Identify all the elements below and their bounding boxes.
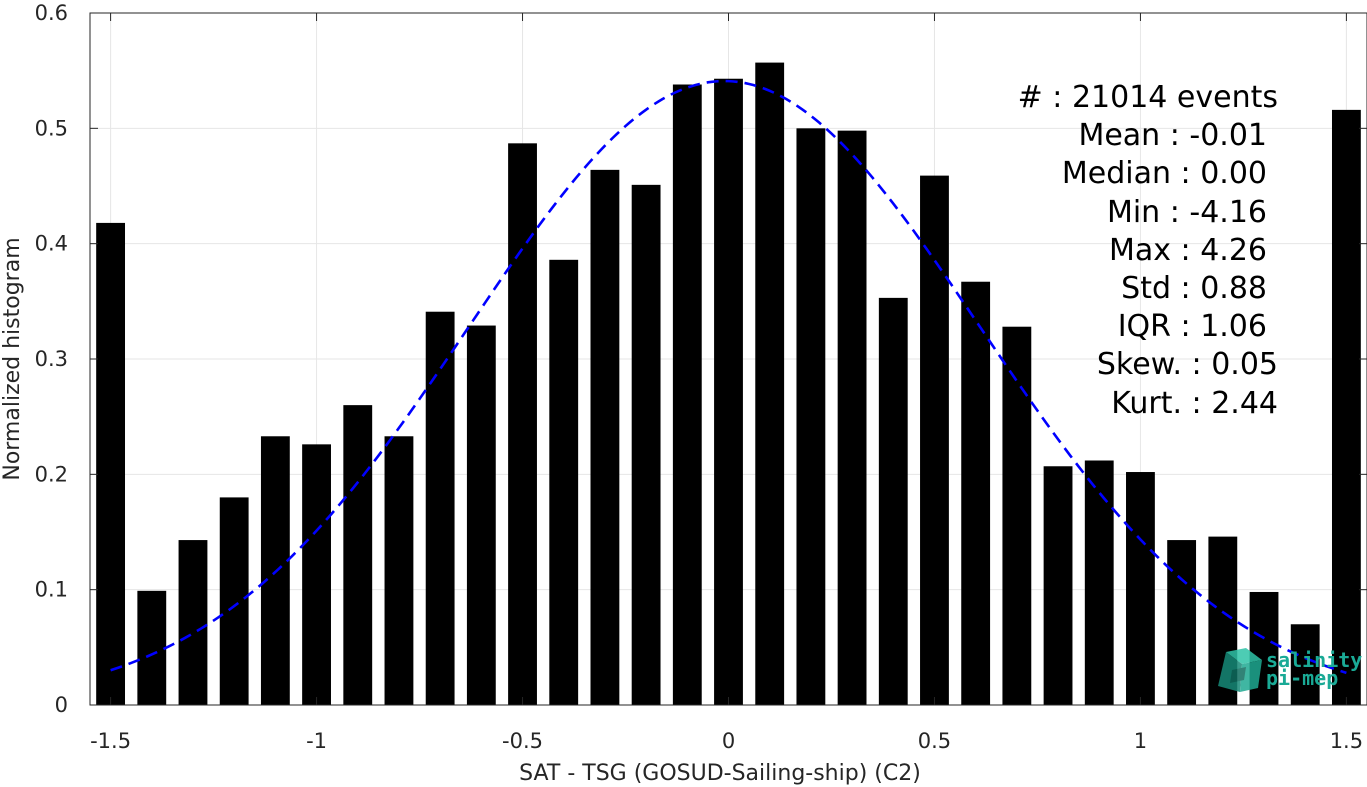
x-tick-label: 1.5 — [1330, 729, 1363, 753]
histogram-bar — [755, 62, 785, 706]
histogram-bar — [549, 259, 579, 705]
histogram-bar — [961, 281, 991, 705]
stat-mean: Mean : -0.01 — [1078, 118, 1267, 153]
logo-line2: pi-mep — [1266, 666, 1338, 690]
histogram-bar — [672, 84, 702, 706]
x-tick-label: -1 — [306, 729, 327, 753]
histogram-bar — [425, 311, 455, 705]
stat-skew: Skew. : 0.05 — [1097, 347, 1278, 382]
x-tick-label: -1.5 — [90, 729, 131, 753]
histogram-bar — [302, 444, 331, 705]
cube-icon — [1218, 648, 1262, 692]
stat-max: Max : 4.26 — [1109, 233, 1267, 268]
histogram-bar — [1084, 460, 1114, 705]
histogram-bar — [1331, 109, 1361, 705]
stat-median: Median : 0.00 — [1062, 156, 1267, 191]
stat-std: Std : 0.88 — [1121, 271, 1267, 306]
histogram-bar — [219, 497, 249, 705]
y-tick-label: 0 — [55, 693, 68, 717]
x-tick-label: 0.5 — [918, 729, 951, 753]
x-tick-labels: -1.5 -1 -0.5 0 0.5 1 1.5 — [90, 729, 1363, 753]
histogram-bars — [96, 62, 1361, 706]
histogram-bar — [714, 78, 743, 706]
y-tick-label: 0.2 — [35, 462, 68, 486]
y-tick-labels: 0 0.1 0.2 0.3 0.4 0.5 0.6 — [35, 1, 68, 717]
x-axis-label: SAT - TSG (GOSUD-Sailing-ship) (C2) — [519, 761, 921, 786]
histogram-bar — [1167, 540, 1197, 705]
histogram-bar — [508, 143, 537, 705]
histogram-bar — [1290, 624, 1320, 705]
histogram-bar — [343, 405, 373, 705]
histogram-bar — [466, 325, 496, 705]
logo-line1: salinity — [1266, 648, 1362, 672]
histogram-bar — [920, 175, 949, 705]
histogram-bar — [837, 130, 867, 705]
axis-ticks — [90, 12, 1367, 706]
x-tick-label: 1 — [1134, 729, 1147, 753]
histogram-bar — [878, 297, 908, 705]
y-tick-label: 0.4 — [35, 232, 68, 256]
y-tick-label: 0.6 — [35, 1, 68, 25]
x-tick-label: -0.5 — [502, 729, 543, 753]
histogram-bar — [796, 128, 826, 706]
y-axis-label: Normalized histogram — [0, 237, 25, 480]
salinity-pimep-logo: salinity pi-mep — [1218, 648, 1362, 692]
y-tick-label: 0.1 — [35, 578, 68, 602]
y-tick-label: 0.3 — [35, 347, 68, 371]
histogram-bar — [590, 169, 620, 705]
x-tick-label: 0 — [722, 729, 735, 753]
stats-box: # : 21014 events Mean : -0.01 Median : 0… — [1018, 80, 1278, 421]
stat-count: # : 21014 events — [1018, 80, 1278, 115]
histogram-bar — [96, 222, 126, 705]
histogram-bar — [631, 184, 661, 705]
histogram-bar — [384, 436, 414, 705]
stat-min: Min : -4.16 — [1107, 195, 1267, 230]
stat-iqr: IQR : 1.06 — [1118, 309, 1267, 344]
y-tick-label: 0.5 — [35, 116, 68, 140]
histogram-bar — [178, 540, 208, 705]
stat-kurt: Kurt. : 2.44 — [1111, 386, 1278, 421]
histogram-bar — [137, 590, 167, 705]
histogram-bar — [1126, 472, 1155, 705]
histogram-bar — [1002, 326, 1032, 705]
histogram-bar — [1043, 466, 1073, 705]
gaussian-fit-curve — [110, 79, 1347, 675]
